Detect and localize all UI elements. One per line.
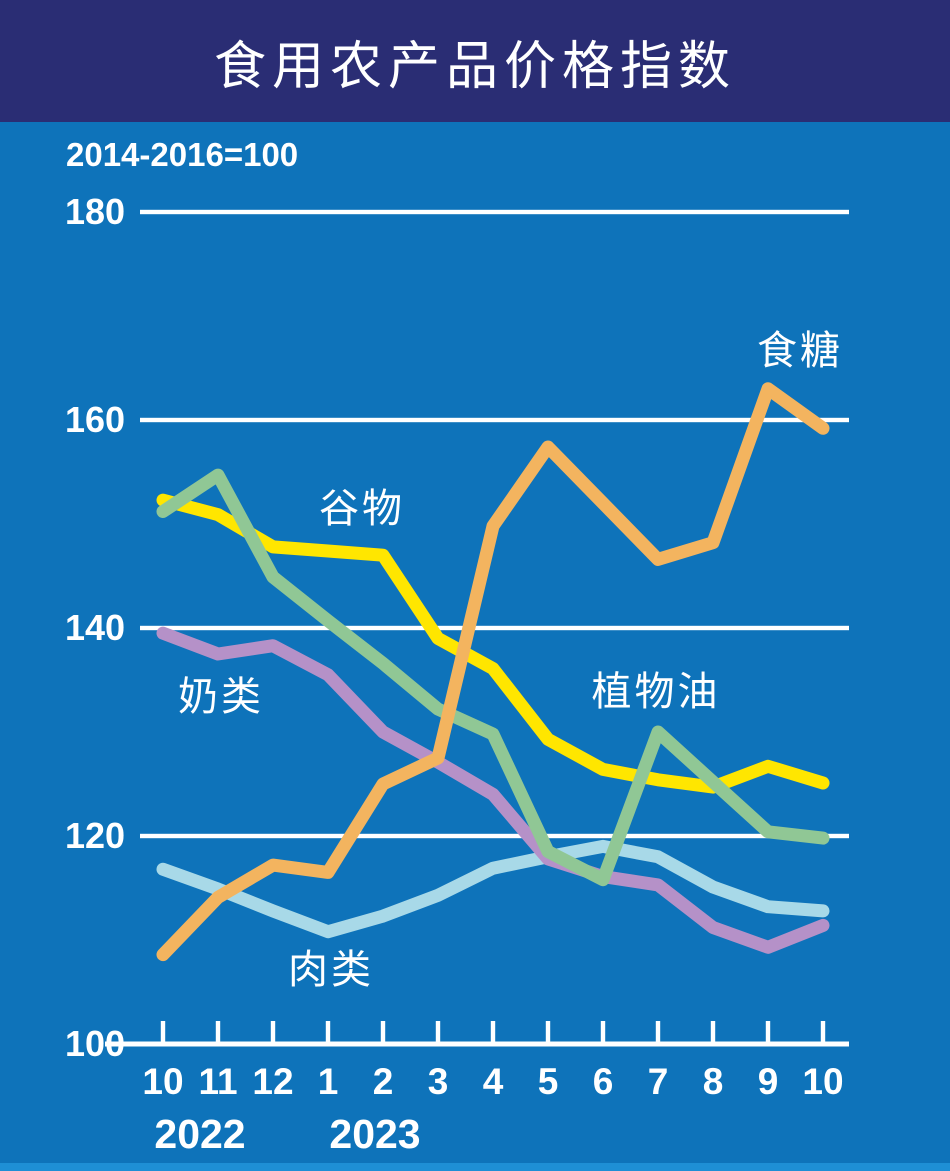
axis-tick <box>545 1021 551 1044</box>
axis-tick <box>655 1021 661 1044</box>
y-tick-label: 140 <box>65 607 126 648</box>
axis-tick <box>710 1021 716 1044</box>
gridline <box>140 625 849 631</box>
axis-tick <box>325 1021 331 1044</box>
series-label-dairy: 奶类 <box>178 674 264 720</box>
axis-tick <box>215 1021 221 1044</box>
x-axis-line <box>105 1041 849 1047</box>
x-tick-label: 9 <box>757 1061 779 1102</box>
year-label-2022: 2022 <box>154 1111 246 1157</box>
gridline <box>140 417 849 423</box>
y-tick-label: 160 <box>65 399 126 440</box>
index-base-note: 2014-2016=100 <box>66 136 299 173</box>
axis-tick <box>820 1021 826 1044</box>
footer-strip <box>0 1163 950 1171</box>
x-tick-label: 2 <box>372 1061 394 1102</box>
axis-tick <box>270 1021 276 1044</box>
y-tick-label: 180 <box>65 191 126 232</box>
page-title: 食用农产品价格指数 <box>213 36 736 97</box>
axis-tick <box>490 1021 496 1044</box>
x-tick-label: 10 <box>142 1061 184 1102</box>
axis-tick <box>765 1021 771 1044</box>
series-line <box>156 382 830 962</box>
x-tick-label: 4 <box>482 1061 504 1102</box>
x-tick-label: 8 <box>702 1061 724 1102</box>
axis-tick <box>380 1021 386 1044</box>
x-tick-label: 6 <box>592 1061 614 1102</box>
series-line <box>156 468 830 887</box>
series-label-sugar: 食糖 <box>757 328 843 374</box>
axis-tick <box>600 1021 606 1044</box>
series-label-cereals: 谷物 <box>319 486 405 532</box>
y-tick-label: 120 <box>65 815 126 856</box>
x-tick-label: 5 <box>537 1061 559 1102</box>
axis-tick <box>435 1021 441 1044</box>
x-tick-label: 7 <box>647 1061 669 1102</box>
x-tick-label: 3 <box>427 1061 449 1102</box>
gridline <box>140 209 849 215</box>
x-tick-label: 11 <box>198 1061 238 1102</box>
header-band: 食用农产品价格指数 <box>0 0 950 122</box>
series-line <box>156 626 830 954</box>
year-label-2023: 2023 <box>329 1111 421 1157</box>
gridline <box>140 833 849 839</box>
x-tick-label: 12 <box>252 1061 294 1102</box>
x-tick-label: 1 <box>317 1061 339 1102</box>
series-line <box>156 839 830 939</box>
series-label-vegetable-oils: 植物油 <box>591 669 721 715</box>
series-label-meat: 肉类 <box>288 947 374 993</box>
axis-tick <box>160 1021 166 1044</box>
x-tick-label: 10 <box>802 1061 844 1102</box>
y-tick-label: 100 <box>65 1023 126 1064</box>
